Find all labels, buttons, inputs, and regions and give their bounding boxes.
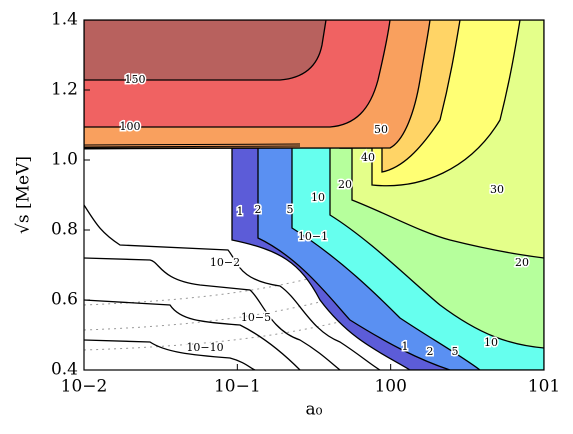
contour-line — [84, 204, 381, 370]
dense-contour — [84, 145, 301, 148]
y-tick-label: 0.6 — [51, 290, 78, 310]
contour-region — [84, 20, 327, 81]
y-tick-label: 1.0 — [51, 150, 78, 170]
contour-label: 5 — [287, 203, 294, 216]
y-tick-label: 0.8 — [51, 220, 78, 240]
y-tick-label: 1.2 — [51, 80, 78, 100]
contour-label: 10−5 — [241, 311, 271, 324]
contour-label: 100 — [120, 120, 141, 133]
contour-label: 10−2 — [210, 256, 240, 269]
contour-label: 1 — [237, 205, 244, 218]
plot-area: 1122551010202030405010015010−110−210−510… — [84, 20, 544, 370]
contour-line — [84, 257, 341, 370]
contour-label: 50 — [374, 123, 388, 136]
contour-label: 10−1 — [298, 230, 328, 243]
contour-label: 10−10 — [186, 341, 223, 354]
contour-label: 20 — [515, 256, 529, 269]
contour-label: 10 — [311, 191, 325, 204]
contour-label: 30 — [490, 183, 504, 196]
dense-contour — [84, 147, 301, 150]
x-tick-label: 10−2 — [61, 377, 108, 397]
axes-frame — [83, 19, 545, 371]
contour-label: 2 — [427, 345, 434, 358]
x-tick-label: 101 — [528, 377, 560, 397]
contour-line — [84, 299, 301, 370]
y-tick-label: 0.4 — [51, 360, 78, 380]
contour-label: 5 — [452, 345, 459, 358]
x-tick-label: 100 — [374, 377, 406, 397]
contour-label: 40 — [361, 151, 375, 164]
y-axis-label: √s [MeV] — [14, 156, 34, 234]
contour-line — [84, 339, 256, 370]
y-tick-label: 1.4 — [51, 10, 78, 30]
contour-label: 10 — [484, 336, 498, 349]
dense-contour — [84, 143, 301, 146]
contour-label: 1 — [402, 340, 409, 353]
x-axis-label: a₀ — [306, 400, 323, 420]
contour-label: 2 — [255, 203, 262, 216]
contour-label: 20 — [338, 178, 352, 191]
x-tick-label: 10−1 — [214, 377, 261, 397]
contour-label: 150 — [125, 73, 146, 86]
